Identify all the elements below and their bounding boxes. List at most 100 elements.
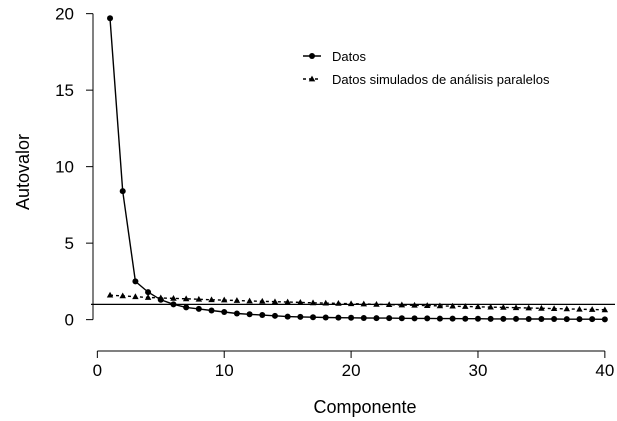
- data-point-triangle: [411, 301, 418, 308]
- x-tick-label: 10: [215, 361, 234, 380]
- data-point-triangle: [309, 299, 317, 306]
- data-point-circle: [221, 308, 228, 315]
- data-point-circle: [424, 315, 431, 322]
- data-point-triangle: [500, 304, 507, 310]
- y-tick-label: 5: [65, 234, 74, 253]
- data-point-triangle: [423, 302, 431, 308]
- data-point-triangle: [512, 304, 520, 311]
- data-point-triangle: [220, 296, 228, 303]
- data-point-circle: [474, 315, 481, 322]
- data-point-triangle: [322, 299, 329, 306]
- data-point-triangle: [601, 306, 609, 313]
- data-point-circle: [119, 188, 126, 195]
- y-tick-label: 20: [55, 5, 74, 24]
- data-point-circle: [436, 315, 443, 322]
- data-point-triangle: [259, 297, 266, 304]
- data-point-circle: [386, 315, 393, 322]
- data-point-triangle: [233, 297, 241, 303]
- data-point-circle: [246, 311, 253, 318]
- data-point-triangle: [144, 294, 152, 300]
- data-point-circle: [183, 304, 190, 311]
- data-point-circle: [563, 316, 570, 323]
- data-point-triangle: [474, 303, 482, 310]
- data-point-triangle: [588, 306, 596, 312]
- data-point-triangle: [462, 303, 469, 309]
- data-point-triangle: [271, 298, 279, 305]
- data-point-triangle: [563, 305, 571, 312]
- legend-marker-circle: [309, 53, 315, 59]
- data-point-triangle: [525, 304, 532, 311]
- data-point-triangle: [157, 294, 165, 301]
- data-point-circle: [551, 316, 558, 323]
- data-point-triangle: [449, 302, 456, 309]
- data-point-circle: [271, 312, 278, 319]
- data-point-circle: [576, 316, 583, 323]
- data-point-circle: [348, 314, 355, 321]
- data-point-triangle: [373, 300, 380, 307]
- data-point-circle: [411, 315, 418, 322]
- data-point-circle: [487, 315, 494, 322]
- x-axis-label: Componente: [313, 397, 416, 417]
- data-point-circle: [449, 315, 456, 322]
- x-tick-label: 20: [342, 361, 361, 380]
- data-point-circle: [538, 316, 545, 323]
- data-point-circle: [170, 301, 177, 308]
- data-point-circle: [398, 315, 405, 322]
- data-point-circle: [322, 314, 329, 321]
- data-point-circle: [107, 15, 114, 22]
- data-point-triangle: [487, 303, 494, 310]
- x-tick-label: 30: [469, 361, 488, 380]
- data-point-circle: [601, 316, 608, 323]
- data-point-triangle: [576, 305, 583, 312]
- y-axis-label: Autovalor: [13, 134, 33, 210]
- data-point-triangle: [360, 300, 368, 307]
- data-point-triangle: [550, 305, 558, 312]
- data-point-circle: [500, 315, 507, 322]
- data-point-circle: [297, 313, 304, 320]
- data-point-circle: [462, 315, 469, 322]
- data-point-triangle: [284, 298, 291, 305]
- data-point-triangle: [170, 294, 177, 301]
- series-line-simulated: [109, 294, 605, 311]
- axes: 0 10 20 30 40 0 5 10 15 20: [55, 5, 614, 380]
- data-point-triangle: [119, 292, 126, 299]
- data-point-circle: [284, 313, 291, 320]
- data-point-triangle: [347, 300, 355, 307]
- y-tick-label: 10: [55, 158, 74, 177]
- data-point-circle: [335, 314, 342, 321]
- legend-label: Datos simulados de análisis paralelos: [332, 72, 550, 87]
- data-point-triangle: [436, 302, 444, 309]
- x-tick-label: 0: [93, 361, 102, 380]
- data-point-triangle: [106, 291, 114, 298]
- data-point-triangle: [195, 295, 203, 302]
- data-point-circle: [208, 307, 215, 314]
- data-point-triangle: [335, 300, 342, 306]
- data-point-circle: [233, 310, 240, 317]
- series-line-data: [109, 18, 605, 320]
- data-point-triangle: [398, 301, 406, 308]
- data-point-circle: [360, 314, 367, 321]
- y-tick-label: 0: [65, 311, 74, 330]
- y-tick-label: 15: [55, 81, 74, 100]
- data-point-circle: [259, 312, 266, 319]
- data-point-triangle: [132, 293, 139, 300]
- data-point-triangle: [208, 296, 215, 303]
- data-point-circle: [513, 315, 520, 322]
- data-point-circle: [525, 316, 532, 323]
- legend-label: Datos: [332, 49, 366, 64]
- data-point-triangle: [246, 297, 253, 304]
- data-point-circle: [132, 278, 139, 285]
- data-point-triangle: [385, 301, 393, 308]
- x-tick-label: 40: [595, 361, 614, 380]
- data-point-circle: [310, 314, 317, 321]
- data-point-circle: [589, 316, 596, 323]
- legend-marker-triangle: [308, 75, 316, 82]
- data-point-circle: [373, 315, 380, 322]
- data-point-circle: [195, 305, 202, 312]
- data-point-triangle: [182, 295, 190, 302]
- series-group: [106, 15, 609, 323]
- legend: Datos Datos simulados de análisis paralel…: [303, 49, 550, 87]
- data-point-triangle: [297, 298, 304, 305]
- data-point-circle: [145, 289, 152, 296]
